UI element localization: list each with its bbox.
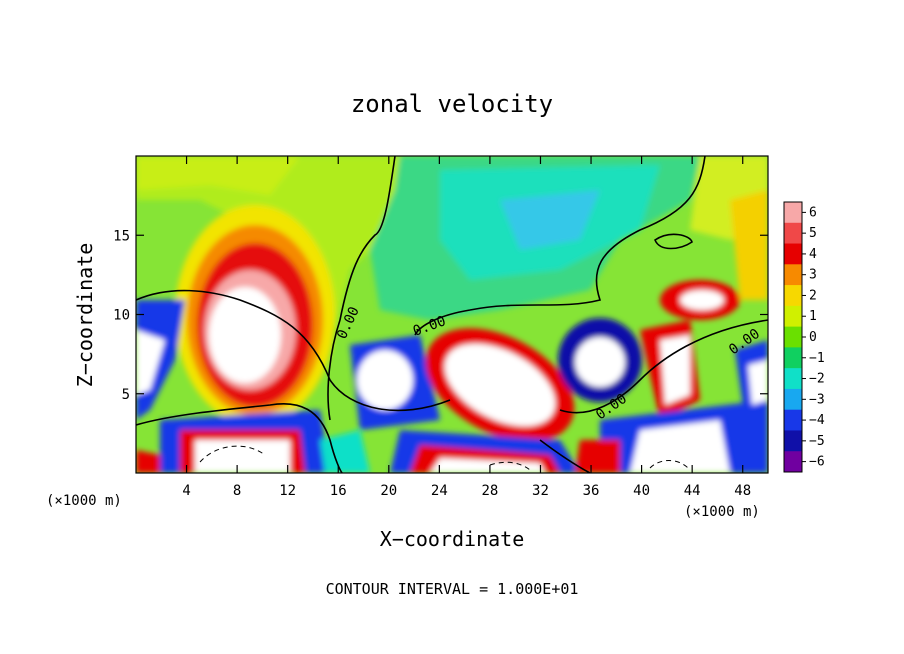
x-tick-label: 32: [532, 483, 549, 499]
contour-lines: [136, 156, 768, 473]
field-region: [575, 440, 620, 473]
y-tick-label: 10: [113, 308, 130, 324]
colorbar-swatch: [784, 305, 802, 328]
colorbar-swatch: [784, 326, 802, 348]
x-tick-label: 28: [481, 483, 498, 499]
colorbar-label: 0: [809, 330, 817, 345]
colorbar-label: −4: [809, 413, 825, 428]
field-region: [209, 287, 281, 383]
x-tick-label: 16: [330, 483, 347, 499]
field-region: [136, 330, 165, 395]
colorbar-label: 4: [809, 247, 817, 262]
colorbar-swatch: [784, 409, 802, 431]
field-region: [730, 190, 768, 300]
field-region: [320, 430, 370, 473]
colorbar-label: −6: [809, 455, 825, 470]
colorbar-swatch: [784, 347, 802, 369]
field-region: [136, 450, 160, 473]
x-axis-label: X−coordinate: [380, 527, 525, 551]
colorbar-label: 1: [809, 309, 817, 324]
x-tick-label: 36: [583, 483, 600, 499]
x-tick-label: 20: [380, 483, 397, 499]
x-unit-label-right: (×1000 m): [684, 504, 760, 520]
field-region: [630, 420, 730, 473]
colorbar-swatch: [784, 264, 802, 286]
contour-line: [136, 289, 451, 412]
x-unit-label-left: (×1000 m): [46, 493, 122, 509]
field-region: [680, 290, 724, 310]
colorbar-label: 2: [809, 288, 817, 303]
field-region: [136, 156, 300, 195]
x-tick-label: 4: [182, 483, 190, 499]
colorbar-label: 3: [809, 268, 817, 283]
colorbar-swatch: [784, 202, 802, 224]
contour-line: [654, 233, 693, 250]
x-tick-label: 12: [279, 483, 296, 499]
x-tick-label: 8: [233, 483, 241, 499]
colorbar-label: 6: [809, 205, 817, 220]
x-tick-label: 40: [633, 483, 650, 499]
colorbar-swatch: [784, 243, 802, 265]
contour-line: [199, 445, 266, 463]
velocity-field: 0.00 0.00 0.00 0.00: [136, 156, 768, 473]
colorbar-swatch: [784, 222, 802, 245]
negative-contours: [199, 445, 689, 471]
contour-line: [489, 461, 531, 471]
contour-line: [539, 439, 591, 473]
colorbar-label: −2: [809, 372, 825, 387]
colorbar: 6 5 4 3 2 1 0 −1 −2 −3 −4 −5 −6: [783, 201, 825, 473]
contour-line: [559, 319, 768, 414]
x-tick-label: 24: [431, 483, 448, 499]
field-region: [500, 190, 600, 250]
field-region: [357, 350, 413, 410]
y-axis: 5 10 15: [113, 228, 768, 403]
x-axis: 4 8 12 16 20 24 28 32 36 40 44 48: [182, 156, 751, 499]
field-region: [195, 440, 290, 473]
colorbar-label: −1: [809, 351, 825, 366]
x-tick-label: 48: [734, 483, 751, 499]
field-region: [575, 337, 625, 387]
colorbar-swatch: [784, 388, 802, 411]
field-region: [660, 335, 690, 405]
contour-line: [649, 460, 689, 469]
y-axis-label: Z−coordinate: [73, 243, 97, 388]
contour-line: [136, 403, 343, 473]
colorbar-label: −3: [809, 392, 825, 407]
contour-line: [414, 156, 706, 336]
colorbar-swatch: [784, 285, 802, 307]
contour-line: [327, 156, 396, 421]
colorbar-swatch: [784, 451, 802, 473]
field-region: [430, 458, 545, 473]
y-tick-label: 15: [113, 228, 130, 244]
field-region: [444, 343, 556, 427]
colorbar-label: −5: [809, 434, 825, 449]
x-tick-label: 44: [684, 483, 701, 499]
colorbar-swatch: [784, 368, 802, 390]
chart-title: zonal velocity: [351, 90, 553, 118]
colorbar-label: 5: [809, 226, 817, 241]
y-tick-label: 5: [122, 387, 130, 403]
contour-interval-note: CONTOUR INTERVAL = 1.000E+01: [326, 580, 579, 598]
colorbar-swatch: [784, 430, 802, 452]
